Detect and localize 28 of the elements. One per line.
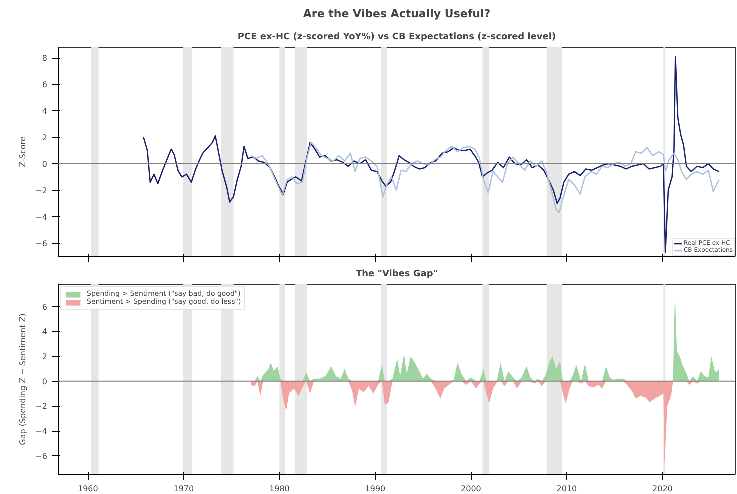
y-tick-label: 2	[42, 133, 48, 142]
y-tick-label: 8	[42, 54, 48, 64]
y-axis-title: Z-Score	[18, 136, 28, 168]
x-tick-label: 2010	[556, 484, 578, 494]
y-tick-label: 4	[42, 328, 48, 337]
line-series	[250, 142, 720, 214]
y-tick-label: 4	[42, 106, 48, 116]
y-tick-label: −4	[36, 427, 48, 436]
y-tick-label: 2	[42, 352, 48, 362]
chart-subtitle: PCE ex-HC (z-scored YoY%) vs CB Expectations (z-scored level)	[238, 32, 556, 42]
y-tick-label: 6	[42, 302, 48, 312]
x-tick-label: 1960	[78, 484, 98, 494]
x-tick-label: 1980	[270, 484, 290, 494]
x-tick-label: 2020	[652, 484, 673, 494]
y-tick-label: 6	[42, 80, 48, 90]
x-tick-label: 2000	[461, 484, 482, 494]
y-axis-title: Gap (Spending Z − Sentiment Z)	[18, 314, 28, 446]
x-tick-label: 1990	[365, 484, 386, 494]
y-tick-label: −2	[36, 186, 48, 196]
y-tick-label: −2	[36, 402, 48, 412]
y-tick-label: −6	[36, 239, 48, 248]
y-tick-label: 0	[42, 377, 48, 386]
y-tick-label: 0	[42, 160, 48, 169]
chart-title: The "Vibes Gap"	[356, 270, 438, 280]
x-tick-label: 1970	[174, 484, 194, 494]
chart-title: Are the Vibes Actually Useful?	[303, 8, 491, 20]
y-tick-label: −4	[36, 212, 48, 222]
y-tick-label: −6	[36, 452, 48, 461]
